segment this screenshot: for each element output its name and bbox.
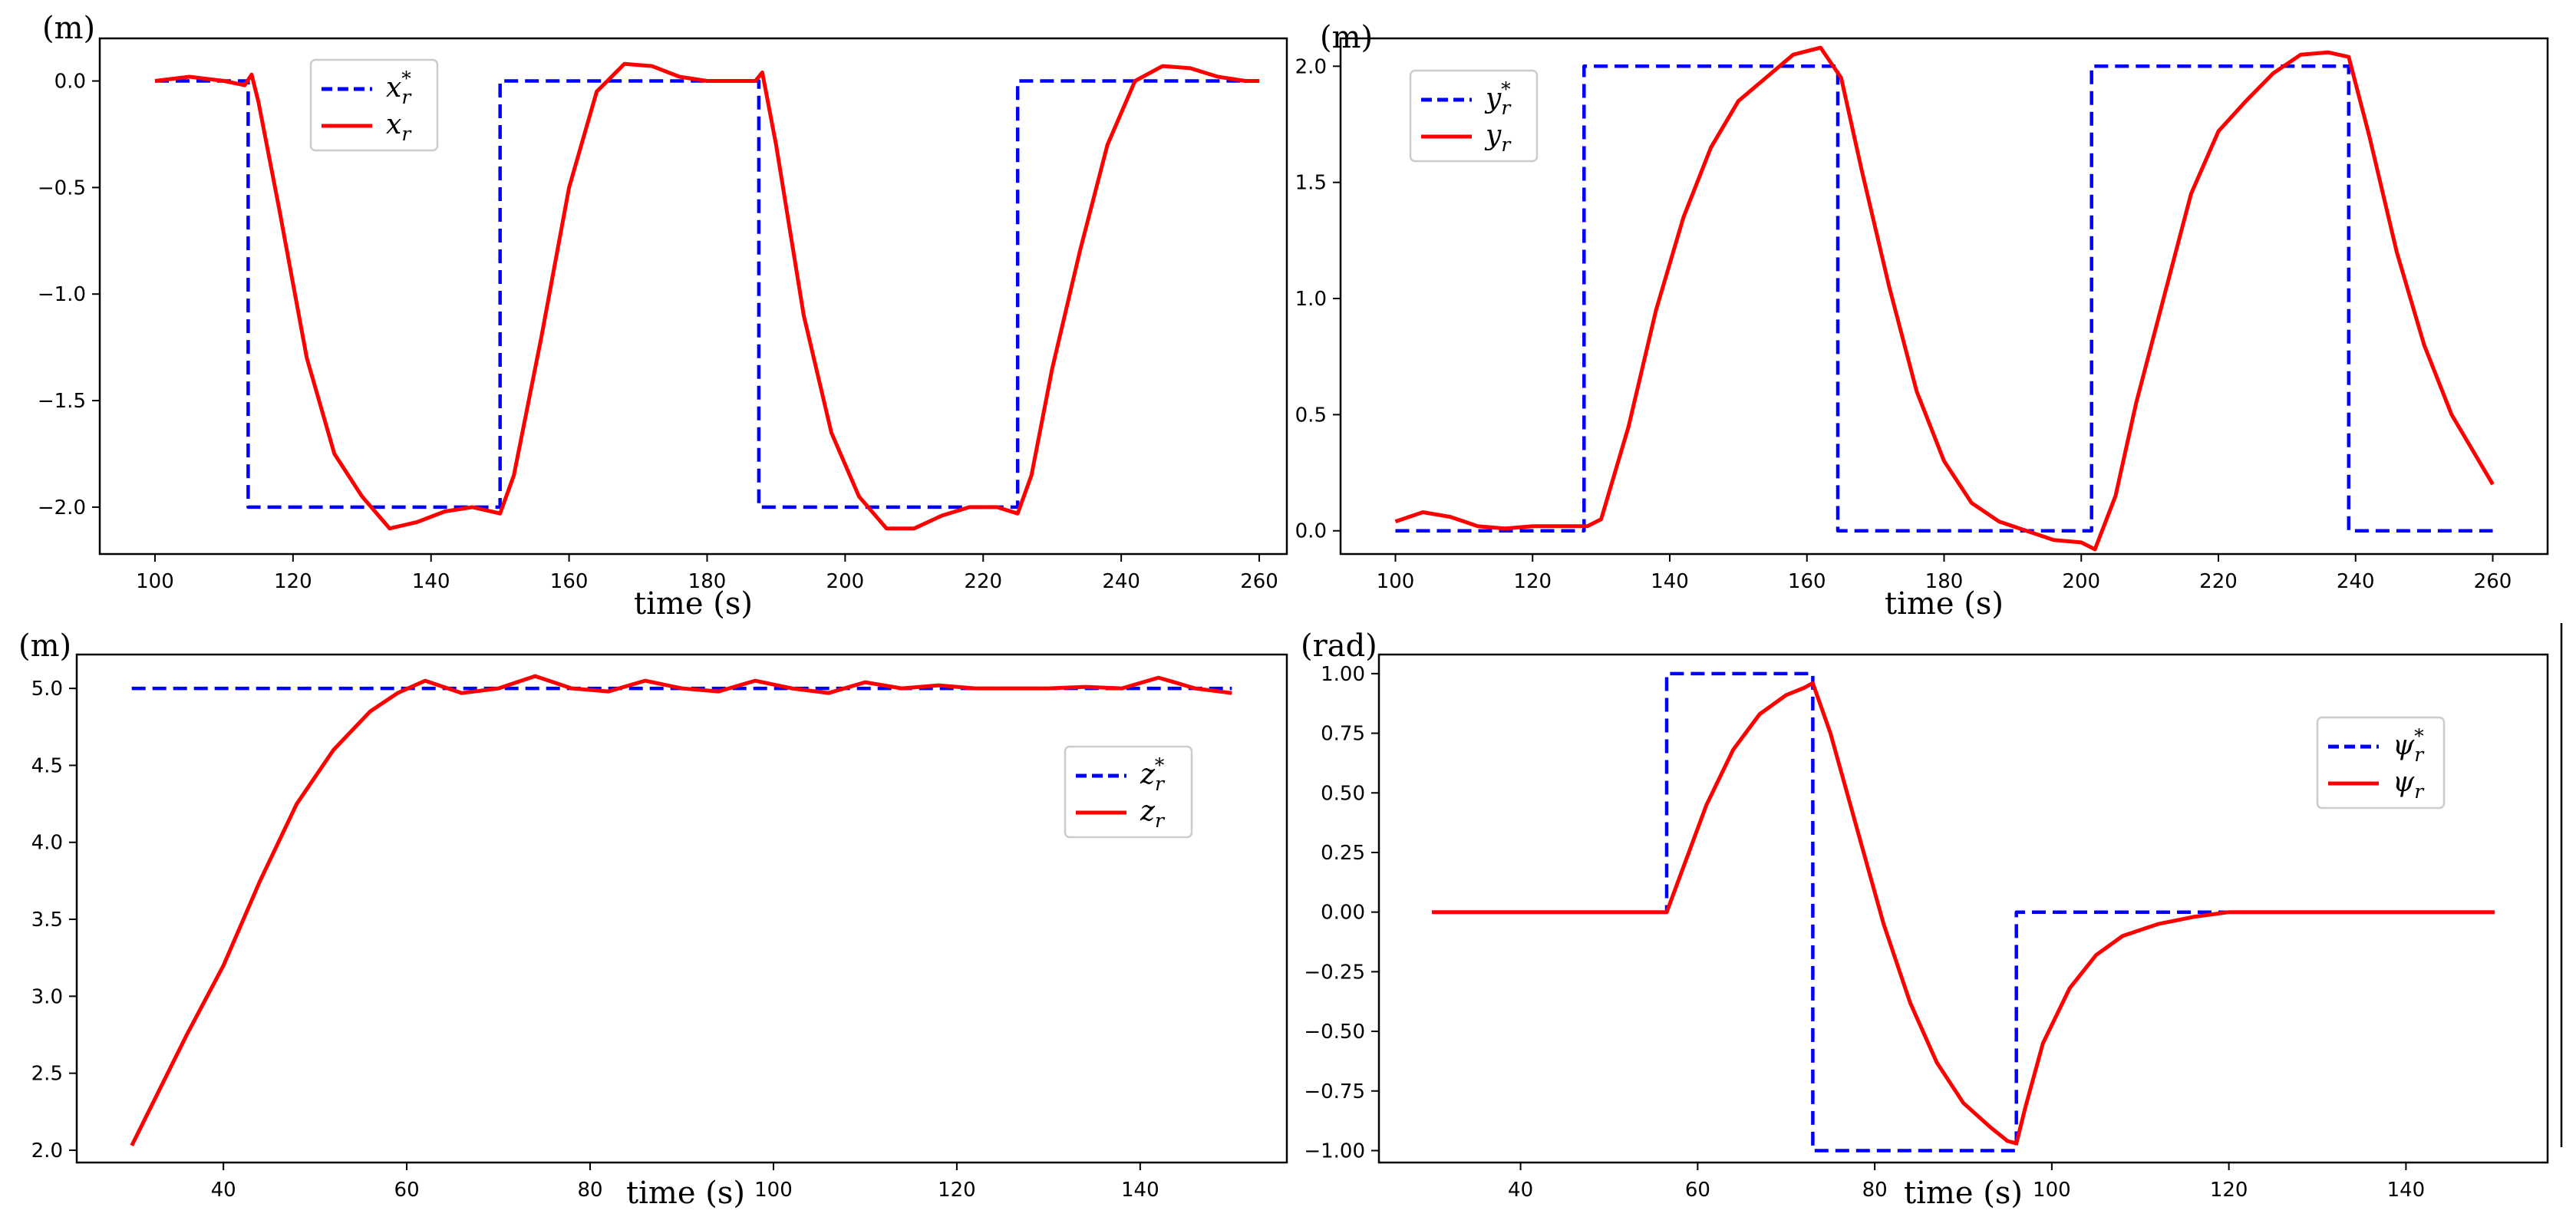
x-tick-label: 200 xyxy=(2062,570,2100,593)
y-tick-label: 0.75 xyxy=(1321,723,1365,746)
y-tick-label: 0.25 xyxy=(1321,842,1365,865)
x-axis-label-x: time (s) xyxy=(634,586,753,622)
x-tick-label: 160 xyxy=(1788,570,1826,593)
y-tick-label: 3.0 xyxy=(31,985,63,1008)
y-tick-label: −2.0 xyxy=(38,496,86,519)
unit-label-y: (m) xyxy=(1320,20,1373,55)
x-tick-label: 120 xyxy=(1513,570,1552,593)
legend-x: xr*xr xyxy=(309,58,439,152)
x-tick-label: 220 xyxy=(2199,570,2238,593)
series-y-actual xyxy=(1394,45,2495,552)
legend-box xyxy=(1409,69,1539,163)
series-y-reference xyxy=(1395,64,2493,533)
x-tick-label: 180 xyxy=(1925,570,1964,593)
chart-psi: 40 60 80 100 120 140 1.00 0.75 0.50 0.25 0.00 −0.25… xyxy=(1301,628,2549,1211)
x-tick-label: 140 xyxy=(1651,570,1689,593)
y-tick-label: −1.0 xyxy=(38,283,86,306)
x-tick-label: 120 xyxy=(2210,1179,2248,1202)
y-tick-label: 4.5 xyxy=(31,754,63,777)
x-tick-label: 40 xyxy=(211,1179,236,1202)
x-tick-label: 260 xyxy=(1240,570,1278,593)
x-tick-label: 140 xyxy=(412,570,450,593)
x-tick-label: 100 xyxy=(136,570,174,593)
y-tick-label: 1.0 xyxy=(1295,288,1327,311)
plot-frame-psi xyxy=(1377,653,2549,1164)
legend-psi: ψr*ψr xyxy=(2316,716,2446,810)
plot-frame-z xyxy=(75,653,1288,1164)
x-tick-label: 80 xyxy=(577,1179,602,1202)
chart-x: 100 120 140 160 180 200 220 240 260 0.0 −0.5 −1.0 −1… xyxy=(38,11,1288,622)
series-x-actual xyxy=(154,61,1259,531)
y-tick-label: 0.0 xyxy=(54,71,86,94)
y-tick-label: 2.5 xyxy=(31,1063,63,1086)
y-tick-label: 1.5 xyxy=(1295,172,1327,195)
legend-label: zr* xyxy=(1140,754,1166,795)
x-tick-label: 240 xyxy=(2337,570,2375,593)
y-tick-label: 0.50 xyxy=(1321,782,1365,805)
x-tick-label: 120 xyxy=(274,570,312,593)
legend-label: yr* xyxy=(1484,78,1512,119)
x-tick-label: 200 xyxy=(826,570,865,593)
y-tick-label: −0.25 xyxy=(1304,961,1365,984)
x-axis-label-y: time (s) xyxy=(1885,586,2004,622)
x-tick-label: 120 xyxy=(938,1179,976,1202)
legend-label: xr* xyxy=(386,68,412,108)
series-z-actual xyxy=(130,674,1232,1147)
y-tick-label: −0.5 xyxy=(38,176,86,200)
series-x-reference xyxy=(155,79,1259,510)
legend-box xyxy=(1064,745,1193,839)
y-tick-label: 1.00 xyxy=(1321,663,1365,686)
chart-y: 100 120 140 160 180 200 220 240 260 0.0 0.5 1.0 1.5 2… xyxy=(1295,20,2549,622)
x-tick-label: 60 xyxy=(394,1179,420,1202)
x-axis-label-z: time (s) xyxy=(626,1176,745,1211)
legend-label: yr xyxy=(1484,120,1512,156)
y-tick-label: 3.5 xyxy=(31,909,63,932)
y-tick-label: 0.0 xyxy=(1295,520,1327,543)
x-axis-label-psi: time (s) xyxy=(1904,1176,2023,1211)
y-tick-label: 0.00 xyxy=(1321,902,1365,925)
unit-label-psi: (rad) xyxy=(1301,628,1377,664)
x-tick-label: 100 xyxy=(1377,570,1415,593)
legend-z: zr*zr xyxy=(1064,745,1193,839)
x-tick-label: 60 xyxy=(1685,1179,1710,1202)
legend-y: yr*yr xyxy=(1409,69,1539,163)
x-tick-label: 100 xyxy=(754,1179,793,1202)
plot-frame-x xyxy=(98,37,1288,556)
x-tick-label: 220 xyxy=(964,570,1002,593)
x-tick-label: 100 xyxy=(2033,1179,2071,1202)
legend-label: ψr* xyxy=(2393,725,2425,766)
unit-label-x: (m) xyxy=(42,11,95,46)
unit-label-z: (m) xyxy=(18,628,71,664)
x-tick-label: 80 xyxy=(1862,1179,1888,1202)
y-tick-label: 4.0 xyxy=(31,832,63,855)
y-tick-label: 0.5 xyxy=(1295,404,1327,427)
x-tick-label: 240 xyxy=(1102,570,1140,593)
y-tick-label: −1.00 xyxy=(1304,1139,1365,1163)
y-tick-label: −0.75 xyxy=(1304,1080,1365,1103)
legend-box xyxy=(309,58,439,152)
x-tick-label: 260 xyxy=(2474,570,2512,593)
x-tick-label: 140 xyxy=(1121,1179,1159,1202)
y-tick-label: 2.0 xyxy=(1295,55,1327,78)
y-tick-label: −0.50 xyxy=(1304,1021,1365,1044)
y-tick-label: −1.5 xyxy=(38,390,86,413)
x-tick-label: 40 xyxy=(1508,1179,1533,1202)
legend-box xyxy=(2316,716,2446,810)
series-psi-actual xyxy=(1432,681,2495,1146)
y-tick-label: 2.0 xyxy=(31,1139,63,1163)
y-tick-label: 5.0 xyxy=(31,678,63,701)
series-psi-reference xyxy=(1432,671,2495,1153)
x-tick-label: 140 xyxy=(2387,1179,2426,1202)
x-tick-label: 160 xyxy=(550,570,589,593)
x-tick-label: 180 xyxy=(688,570,727,593)
chart-z: 40 60 80 100 120 140 2.0 2.5 3.0 3.5 4.0 4.5 5.0 (m) t… xyxy=(18,628,1288,1211)
